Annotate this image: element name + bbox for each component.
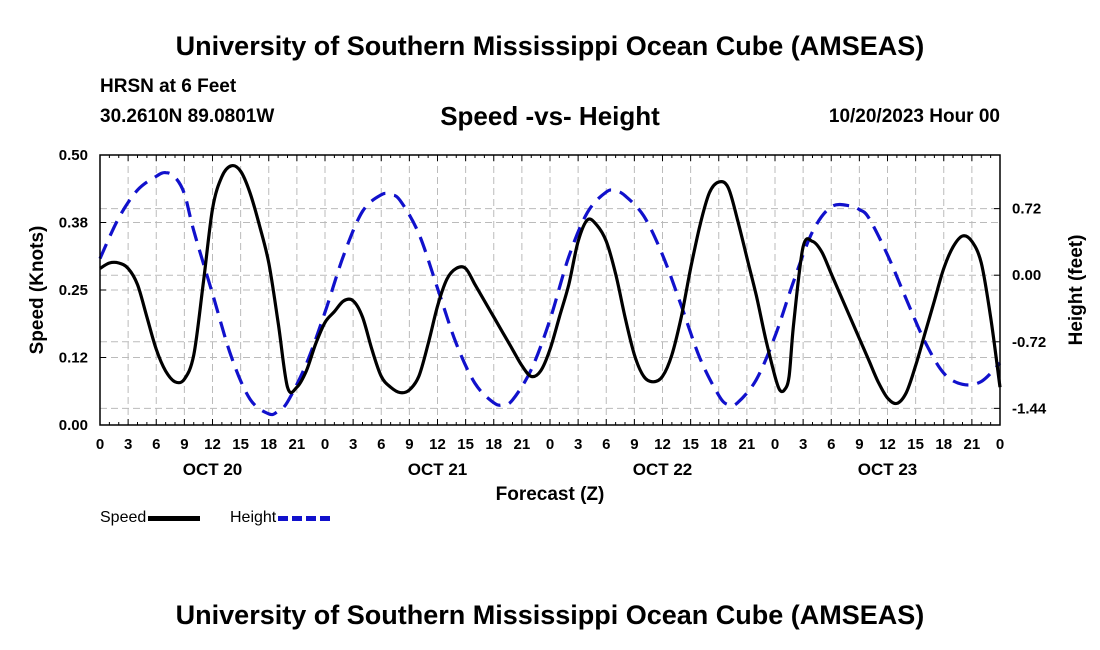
- coordinates-label: 30.2610N 89.0801W: [100, 106, 275, 127]
- x-tick-label: 9: [630, 436, 638, 453]
- x-tick-label: 18: [935, 436, 952, 453]
- day-label: OCT 20: [183, 460, 243, 479]
- x-tick-label: 21: [964, 436, 981, 453]
- x-tick-label: 18: [260, 436, 277, 453]
- y-axis-right-label: Height (feet): [1066, 235, 1087, 346]
- legend-speed-label: Speed: [100, 509, 147, 526]
- x-tick-label: 9: [855, 436, 863, 453]
- speed-height-chart: 0 3 6 9 12 15 18 21 0 3 6 9 12 15 18 21 0 3 6 9 12 15 18 21 0 3 6 9…: [27, 147, 1087, 505]
- chart-title: University of Southern Mississippi Ocean…: [175, 31, 925, 61]
- speed-series-line: [99, 163, 1002, 406]
- x-tick-label: 9: [405, 436, 413, 453]
- x-tick-label: 0: [96, 436, 104, 453]
- y-left-tick-label: 0.25: [59, 282, 88, 299]
- x-tick-label: 15: [907, 436, 924, 453]
- x-tick-label: 6: [377, 436, 385, 453]
- x-tick-label: 15: [232, 436, 249, 453]
- x-tick-label: 21: [514, 436, 531, 453]
- x-tick-label: 3: [574, 436, 582, 453]
- y-left-tick-label: 0.38: [59, 215, 88, 232]
- x-tick-label: 12: [879, 436, 896, 453]
- y-right-tick-label: -1.44: [1012, 400, 1047, 417]
- x-tick-label: 12: [654, 436, 671, 453]
- x-tick-label: 3: [799, 436, 807, 453]
- x-tick-label: 6: [827, 436, 835, 453]
- footer-title: University of Southern Mississippi Ocean…: [175, 600, 925, 630]
- x-tick-label: 3: [124, 436, 132, 453]
- day-label: OCT 22: [633, 460, 693, 479]
- x-tick-label: 18: [710, 436, 727, 453]
- y-right-tick-label: 0.00: [1012, 267, 1041, 284]
- x-tick-label: 0: [996, 436, 1004, 453]
- run-time-label: 10/20/2023 Hour 00: [828, 106, 1000, 127]
- x-tick-label: 12: [429, 436, 446, 453]
- x-tick-label: 6: [602, 436, 610, 453]
- y-right-tick-label: 0.72: [1012, 201, 1041, 218]
- chart-subtitle: Speed -vs- Height: [440, 101, 660, 131]
- x-tick-label: 0: [321, 436, 329, 453]
- x-tick-label: 0: [771, 436, 779, 453]
- height-series-line: [98, 170, 1002, 417]
- axes: 0 3 6 9 12 15 18 21 0 3 6 9 12 15 18 21 0 3 6 9 12 15 18 21 0 3 6 9…: [59, 147, 1047, 479]
- y-axis-left-label: Speed (Knots): [27, 226, 48, 355]
- x-tick-label: 15: [457, 436, 474, 453]
- legend-height: Height: [230, 509, 331, 527]
- series: [98, 163, 1002, 417]
- x-tick-label: 3: [349, 436, 357, 453]
- day-label: OCT 23: [858, 460, 918, 479]
- grid: [100, 155, 1000, 425]
- x-tick-label: 0: [546, 436, 554, 453]
- x-tick-label: 21: [739, 436, 756, 453]
- day-label: OCT 21: [408, 460, 468, 479]
- x-tick-label: 9: [180, 436, 188, 453]
- y-left-tick-label: 0.12: [59, 350, 88, 367]
- legend-height-swatch: [278, 515, 331, 521]
- x-tick-label: 12: [204, 436, 221, 453]
- station-label: HRSN at 6 Feet: [100, 76, 237, 97]
- x-tick-label: 6: [152, 436, 160, 453]
- y-left-tick-label: 0.50: [59, 147, 88, 164]
- x-tick-label: 18: [485, 436, 502, 453]
- x-tick-label: 15: [682, 436, 699, 453]
- y-right-tick-label: -0.72: [1012, 334, 1046, 351]
- x-tick-label: 21: [289, 436, 306, 453]
- legend-height-label: Height: [230, 509, 277, 526]
- y-left-tick-label: 0.00: [59, 417, 88, 434]
- legend-speed-swatch: [148, 515, 201, 521]
- legend-speed: Speed: [100, 509, 201, 527]
- x-axis-label: Forecast (Z): [496, 484, 605, 505]
